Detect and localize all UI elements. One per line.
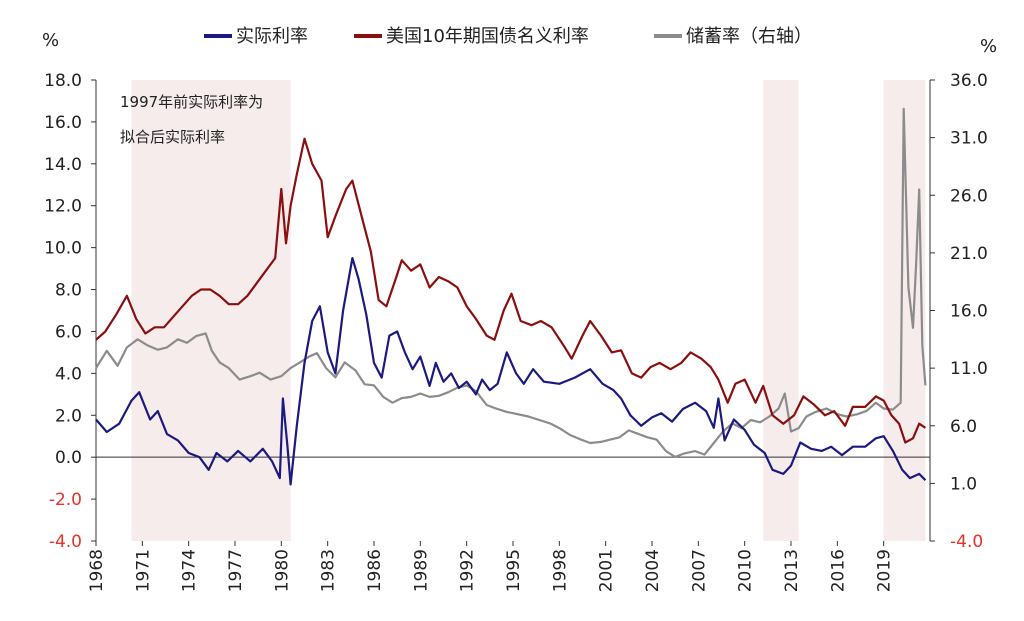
annotation-line-2: 拟合后实际利率 xyxy=(120,128,225,146)
shaded-period-0 xyxy=(131,80,291,541)
series-lines xyxy=(95,107,927,486)
legend-item-saving-rate: 储蓄率（右轴） xyxy=(654,26,812,47)
right-tick-label-7: 1.0 xyxy=(950,474,977,494)
left-tick-label-2: 14.0 xyxy=(44,155,82,175)
left-tick-label-3: 12.0 xyxy=(44,197,82,217)
left-tick-label-0: 18.0 xyxy=(44,71,82,91)
shaded-periods xyxy=(131,80,926,541)
left-tick-label-6: 6.0 xyxy=(55,322,82,342)
right-tick-label-5: 11.0 xyxy=(950,359,988,379)
right-tick-label-2: 26.0 xyxy=(950,186,988,206)
right-tick-label-4: 16.0 xyxy=(950,302,988,322)
series-line-1 xyxy=(95,137,927,444)
x-tick-label-12: 2004 xyxy=(643,549,663,592)
x-tick-label-4: 1980 xyxy=(272,549,292,592)
right-tick-label-3: 21.0 xyxy=(950,244,988,264)
series-line-0 xyxy=(95,257,927,486)
left-tick-label-7: 4.0 xyxy=(55,364,82,384)
x-tick-label-15: 2013 xyxy=(782,549,802,592)
x-tick-label-7: 1989 xyxy=(411,549,431,592)
annotation: 1997年前实际利率为 拟合后实际利率 xyxy=(120,93,263,146)
x-tick-label-3: 1977 xyxy=(226,549,246,592)
right-tick-label-1: 31.0 xyxy=(950,129,988,149)
x-tick-label-11: 2001 xyxy=(597,549,617,592)
legend-item-nominal-rate: 美国10年期国债名义利率 xyxy=(354,26,589,47)
x-tick-label-9: 1995 xyxy=(504,549,524,592)
left-tick-label-4: 10.0 xyxy=(44,239,82,259)
left-tick-label-10: -2.0 xyxy=(49,490,82,510)
right-axis-unit: % xyxy=(980,36,997,57)
x-tick-label-16: 2016 xyxy=(828,549,848,592)
x-tick-label-8: 1992 xyxy=(458,549,478,592)
legend-item-real-rate: 实际利率 xyxy=(204,26,308,47)
left-tick-label-5: 8.0 xyxy=(55,281,82,301)
x-tick-label-5: 1983 xyxy=(319,549,339,592)
x-tick-label-1: 1971 xyxy=(133,549,153,592)
right-tick-label-0: 36.0 xyxy=(950,71,988,91)
axes: 18.0 16.0 14.0 12.0 10.0 8.0 6.0 4.0 2.0 0.0 -2.0 -… xyxy=(44,71,988,592)
left-tick-label-11: -4.0 xyxy=(49,532,82,552)
legend-label-saving-rate: 储蓄率（右轴） xyxy=(686,26,812,47)
x-tick-label-13: 2007 xyxy=(689,549,709,592)
x-tick-label-14: 2010 xyxy=(736,549,756,592)
x-tick-label-10: 1998 xyxy=(550,549,570,592)
left-tick-label-9: 0.0 xyxy=(55,448,82,468)
legend-label-nominal-rate: 美国10年期国债名义利率 xyxy=(386,26,589,47)
series-line-2 xyxy=(95,107,927,458)
x-tick-label-0: 1968 xyxy=(87,549,107,592)
right-tick-label-6: 6.0 xyxy=(950,417,977,437)
left-axis-unit: % xyxy=(42,30,59,51)
right-tick-label-8: -4.0 xyxy=(950,532,983,552)
x-tick-label-6: 1986 xyxy=(365,549,385,592)
annotation-line-1: 1997年前实际利率为 xyxy=(120,93,263,111)
x-tick-label-2: 1974 xyxy=(180,549,200,592)
left-tick-label-8: 2.0 xyxy=(55,406,82,426)
legend: 实际利率 美国10年期国债名义利率 储蓄率（右轴） xyxy=(204,26,812,47)
x-tick-label-17: 2019 xyxy=(875,549,895,592)
legend-label-real-rate: 实际利率 xyxy=(236,26,308,47)
left-tick-label-1: 16.0 xyxy=(44,113,82,133)
